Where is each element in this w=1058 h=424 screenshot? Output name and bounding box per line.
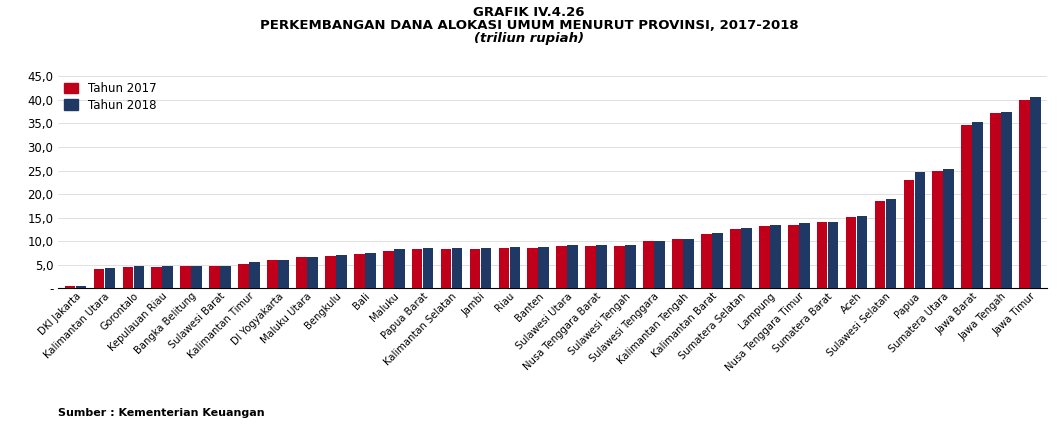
Bar	[990, 113, 1001, 288]
Bar	[296, 257, 307, 288]
Bar	[914, 172, 925, 288]
Bar	[712, 233, 723, 288]
Bar	[250, 262, 260, 288]
Bar	[354, 254, 365, 288]
Bar	[654, 241, 664, 288]
Bar	[672, 239, 682, 288]
Bar	[932, 170, 943, 288]
Bar	[480, 248, 491, 288]
Bar	[412, 249, 422, 288]
Bar	[510, 247, 521, 288]
Bar	[441, 249, 452, 288]
Bar	[163, 266, 174, 288]
Bar	[423, 248, 434, 288]
Bar	[875, 201, 886, 288]
Bar	[93, 270, 105, 288]
Bar	[123, 267, 133, 288]
Bar	[278, 260, 289, 288]
Bar	[972, 123, 983, 288]
Bar	[944, 169, 954, 288]
Bar	[904, 181, 914, 288]
Bar	[597, 245, 607, 288]
Bar	[625, 245, 636, 288]
Bar	[857, 216, 868, 288]
Bar	[394, 249, 404, 288]
Bar	[268, 260, 278, 288]
Bar	[817, 222, 827, 288]
Bar	[585, 246, 596, 288]
Bar	[643, 241, 654, 288]
Bar	[683, 239, 694, 288]
Bar	[181, 266, 191, 288]
Text: GRAFIK IV.4.26: GRAFIK IV.4.26	[473, 6, 585, 20]
Bar	[1019, 100, 1029, 288]
Text: PERKEMBANGAN DANA ALOKASI UMUM MENURUT PROVINSI, 2017-2018: PERKEMBANGAN DANA ALOKASI UMUM MENURUT P…	[259, 19, 799, 32]
Bar	[962, 125, 972, 288]
Bar	[528, 248, 539, 288]
Bar	[759, 226, 769, 288]
Bar	[65, 286, 75, 288]
Bar	[452, 248, 462, 288]
Bar	[105, 268, 115, 288]
Bar	[615, 246, 625, 288]
Bar	[567, 245, 578, 288]
Bar	[220, 266, 231, 288]
Bar	[539, 247, 549, 288]
Text: Sumber : Kementerian Keuangan: Sumber : Kementerian Keuangan	[58, 407, 264, 418]
Bar	[238, 264, 249, 288]
Bar	[365, 253, 376, 288]
Bar	[1001, 112, 1013, 288]
Bar	[336, 255, 347, 288]
Bar	[209, 266, 220, 288]
Bar	[307, 257, 317, 288]
Bar	[383, 251, 394, 288]
Bar	[470, 249, 480, 288]
Bar	[770, 225, 781, 288]
Legend: Tahun 2017, Tahun 2018: Tahun 2017, Tahun 2018	[65, 82, 157, 112]
Bar	[151, 267, 162, 288]
Bar	[799, 223, 809, 288]
Bar	[827, 222, 838, 288]
Bar	[730, 229, 741, 288]
Bar	[886, 199, 896, 288]
Bar	[498, 248, 509, 288]
Bar	[1030, 97, 1041, 288]
Bar	[845, 217, 856, 288]
Bar	[788, 225, 799, 288]
Bar	[557, 246, 567, 288]
Bar	[191, 266, 202, 288]
Bar	[133, 266, 144, 288]
Bar	[701, 234, 712, 288]
Text: (triliun rupiah): (triliun rupiah)	[474, 32, 584, 45]
Bar	[76, 286, 87, 288]
Bar	[325, 256, 335, 288]
Bar	[741, 229, 751, 288]
